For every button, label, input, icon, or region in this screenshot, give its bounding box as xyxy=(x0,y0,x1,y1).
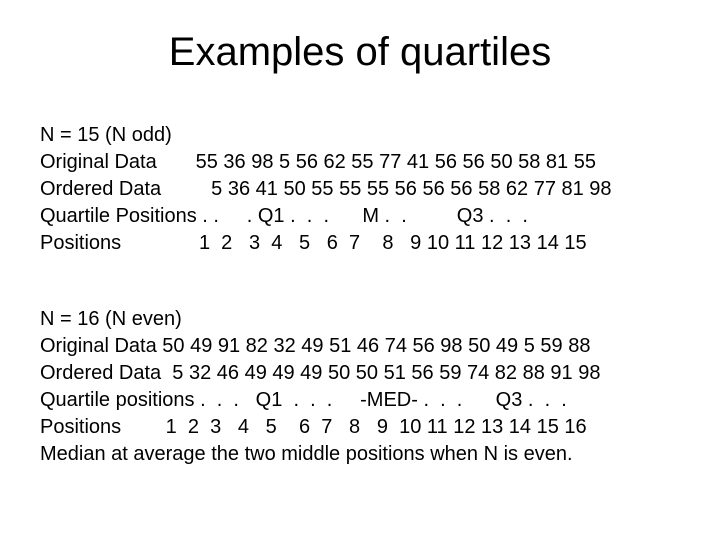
line: Quartile positions . . . Q1 . . . -MED- … xyxy=(40,389,567,411)
line: Original Data 55 36 98 5 56 62 55 77 41 … xyxy=(40,151,596,173)
line: Ordered Data 5 32 46 49 49 49 50 50 51 5… xyxy=(40,362,600,384)
line: N = 16 (N even) xyxy=(40,308,182,330)
line: N = 15 (N odd) xyxy=(40,124,172,146)
line: Original Data 50 49 91 82 32 49 51 46 74… xyxy=(40,335,590,357)
spacer xyxy=(40,257,680,279)
example-block-odd: N = 15 (N odd) Original Data 55 36 98 5 … xyxy=(40,95,680,257)
example-block-even: N = 16 (N even) Original Data 50 49 91 8… xyxy=(40,279,680,468)
line: Median at average the two middle positio… xyxy=(40,443,573,465)
line: Positions 1 2 3 4 5 6 7 8 9 10 11 12 13 … xyxy=(40,232,587,254)
line: Positions 1 2 3 4 5 6 7 8 9 10 11 12 13 … xyxy=(40,416,587,438)
slide: Examples of quartiles N = 15 (N odd) Ori… xyxy=(0,0,720,540)
slide-title: Examples of quartiles xyxy=(40,30,680,75)
line: Ordered Data 5 36 41 50 55 55 55 56 56 5… xyxy=(40,178,612,200)
line: Quartile Positions . . . Q1 . . . M . . … xyxy=(40,205,528,227)
